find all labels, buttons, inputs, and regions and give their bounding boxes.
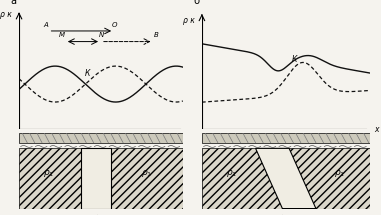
Text: ρ к: ρ к — [0, 10, 12, 19]
Text: $\rho_1$: $\rho_1$ — [226, 168, 238, 179]
Bar — [81, 148, 111, 209]
Text: б: б — [194, 0, 200, 6]
Text: A: A — [43, 22, 48, 28]
Text: а: а — [11, 0, 17, 6]
Text: B: B — [154, 32, 159, 38]
Text: $\rho_2 < \rho_1$: $\rho_2 < \rho_1$ — [82, 212, 110, 215]
Text: M: M — [59, 32, 65, 38]
Text: O: O — [111, 22, 117, 28]
Bar — [19, 148, 183, 209]
Text: К: К — [291, 55, 297, 64]
Bar — [19, 133, 183, 143]
Text: x: x — [375, 124, 379, 134]
Text: $\rho_1$: $\rho_1$ — [334, 168, 345, 179]
Text: N: N — [98, 32, 104, 38]
Text: $\rho_1$: $\rho_1$ — [141, 168, 152, 179]
Text: ρ к: ρ к — [182, 16, 194, 25]
Text: К: К — [85, 69, 91, 78]
Text: $\rho_2 < \rho_1$: $\rho_2 < \rho_1$ — [267, 212, 295, 215]
Polygon shape — [256, 148, 316, 209]
Bar — [202, 148, 370, 209]
Text: $\rho_1$: $\rho_1$ — [43, 168, 54, 179]
Bar — [202, 133, 370, 143]
